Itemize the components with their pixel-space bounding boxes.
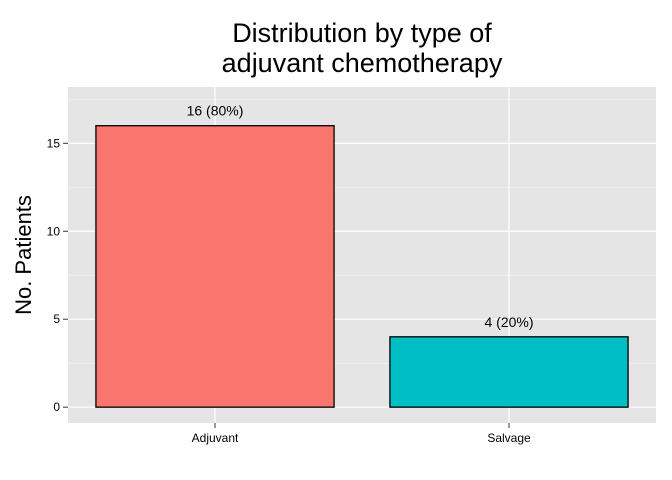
chart-title-line-2: adjuvant chemotherapy: [221, 48, 503, 78]
x-tick-label: Salvage: [487, 431, 531, 445]
bar-adjuvant: [95, 125, 335, 408]
chart-title-line-1: Distribution by type of: [232, 18, 492, 48]
x-tick-label: Adjuvant: [192, 431, 239, 445]
bar-data-label: 16 (80%): [187, 103, 244, 119]
y-tick-label: 0: [53, 400, 60, 414]
bar-salvage: [389, 336, 629, 408]
y-tick-label: 5: [53, 312, 60, 326]
y-tick-label: 10: [47, 224, 61, 238]
y-tick-label: 15: [47, 136, 61, 150]
bar-data-label: 4 (20%): [484, 314, 533, 330]
